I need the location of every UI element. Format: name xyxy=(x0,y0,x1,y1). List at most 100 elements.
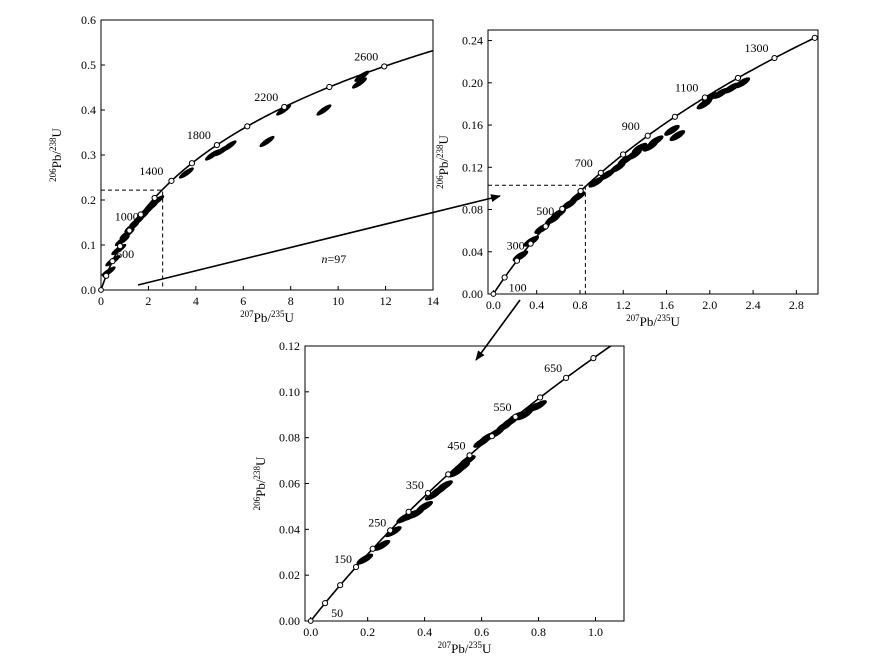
error-ellipse xyxy=(316,104,332,116)
y-tick-label: 0.12 xyxy=(462,160,483,174)
error-ellipse xyxy=(416,500,434,512)
error-ellipse xyxy=(356,553,374,565)
concordia-curve xyxy=(310,346,613,621)
age-label: 100 xyxy=(509,280,527,294)
age-marker xyxy=(513,257,521,264)
age-label: 1100 xyxy=(675,81,699,95)
age-marker xyxy=(369,545,376,552)
plot-frame xyxy=(487,29,819,295)
y-tick-label: 0.08 xyxy=(279,431,300,445)
error-ellipse xyxy=(178,167,194,179)
y-tick-label: 0.3 xyxy=(81,148,96,162)
y-tick-label: 0.20 xyxy=(462,76,483,90)
x-tick-label: 0 xyxy=(98,294,104,308)
x-tick-label: 0.0 xyxy=(303,625,318,639)
x-tick-label: 10 xyxy=(332,294,344,308)
x-tick-label: 0.4 xyxy=(417,625,432,639)
error-ellipse xyxy=(149,195,165,207)
age-marker xyxy=(563,374,570,381)
age-label: 250 xyxy=(368,515,386,529)
x-axis-label: 207Pb/235U xyxy=(438,640,492,656)
age-marker xyxy=(597,169,604,176)
error-ellipse xyxy=(373,539,391,551)
x-tick-label: 1.0 xyxy=(588,625,603,639)
x-tick-label: 0.8 xyxy=(572,298,587,312)
origin-marker xyxy=(98,287,104,293)
age-marker xyxy=(109,258,116,265)
age-marker xyxy=(559,205,566,212)
age-marker xyxy=(590,355,597,362)
age-marker xyxy=(117,243,124,250)
y-axis-label: 206Pb/238U xyxy=(48,128,64,182)
sample-count-annotation: n=97 xyxy=(322,252,347,266)
x-tick-label: 8 xyxy=(288,294,294,308)
x-tick-label: 2.8 xyxy=(789,298,804,312)
x-tick-label: 1.2 xyxy=(616,298,631,312)
age-marker xyxy=(734,74,742,82)
y-tick-label: 0.00 xyxy=(279,614,300,628)
y-tick-label: 0.24 xyxy=(462,34,483,48)
concordia-panel-2: 0.0 0.4 0.8 1.2 1.6 2.0 2.4 2.8 0.00 0.04 0.08 0.12… xyxy=(435,29,819,329)
error-ellipse xyxy=(631,142,648,154)
age-label: 650 xyxy=(544,361,562,375)
y-axis-label: 206Pb/238U xyxy=(435,135,451,189)
y-tick-label: 0.1 xyxy=(81,238,96,252)
x-tick-label: 1.6 xyxy=(659,298,674,312)
age-marker xyxy=(137,211,144,218)
age-marker xyxy=(488,433,496,440)
age-marker xyxy=(512,413,519,420)
y-tick-label: 0.4 xyxy=(81,103,96,117)
x-tick-label: 0.2 xyxy=(360,625,375,639)
age-marker xyxy=(126,227,133,234)
error-ellipse xyxy=(458,455,476,467)
y-axis-label: 206Pb/238U xyxy=(252,456,268,510)
error-ellipse xyxy=(647,135,664,147)
age-marker xyxy=(466,452,473,459)
age-label: 2600 xyxy=(354,49,378,63)
zoom-region-box xyxy=(488,184,586,294)
error-ellipse xyxy=(530,400,547,412)
x-axis-label: 207Pb/235U xyxy=(240,309,294,325)
age-label: 500 xyxy=(536,204,554,218)
age-marker xyxy=(213,141,220,149)
x-tick-label: 2.0 xyxy=(702,298,717,312)
age-label: 50 xyxy=(331,606,343,620)
zoom-arrow-2 xyxy=(475,299,521,361)
x-tick-label: 0.4 xyxy=(529,298,544,312)
age-marker xyxy=(445,471,452,478)
error-ellipse xyxy=(664,124,680,136)
x-tick-label: 0.8 xyxy=(531,625,546,639)
age-label: 150 xyxy=(334,552,352,566)
zoom-arrow-1 xyxy=(137,194,501,286)
error-ellipse xyxy=(569,191,586,203)
x-tick-label: 14 xyxy=(427,294,439,308)
age-label: 550 xyxy=(493,400,511,414)
age-marker xyxy=(387,527,394,534)
y-tick-label: 0.04 xyxy=(462,245,483,259)
age-label: 900 xyxy=(622,119,640,133)
x-tick-label: 12 xyxy=(380,294,392,308)
origin-marker xyxy=(490,291,497,297)
age-marker xyxy=(542,223,549,230)
y-tick-label: 0.16 xyxy=(462,118,483,132)
y-tick-label: 0.02 xyxy=(279,568,300,582)
age-marker xyxy=(424,490,432,497)
error-ellipse xyxy=(351,77,368,89)
y-tick-label: 0.12 xyxy=(279,339,300,353)
origin-marker xyxy=(307,618,314,624)
age-label: 300 xyxy=(507,239,525,253)
error-ellipse xyxy=(354,70,370,82)
error-ellipse xyxy=(221,140,237,152)
zoom-region-box xyxy=(101,189,164,290)
age-marker xyxy=(381,63,388,70)
x-tick-label: 6 xyxy=(240,294,246,308)
y-tick-label: 0.6 xyxy=(81,13,96,27)
age-marker xyxy=(352,563,360,571)
age-marker xyxy=(501,274,508,281)
y-tick-label: 0.5 xyxy=(81,58,96,72)
error-ellipse xyxy=(436,480,453,492)
age-marker xyxy=(671,113,679,120)
age-marker xyxy=(188,160,196,167)
